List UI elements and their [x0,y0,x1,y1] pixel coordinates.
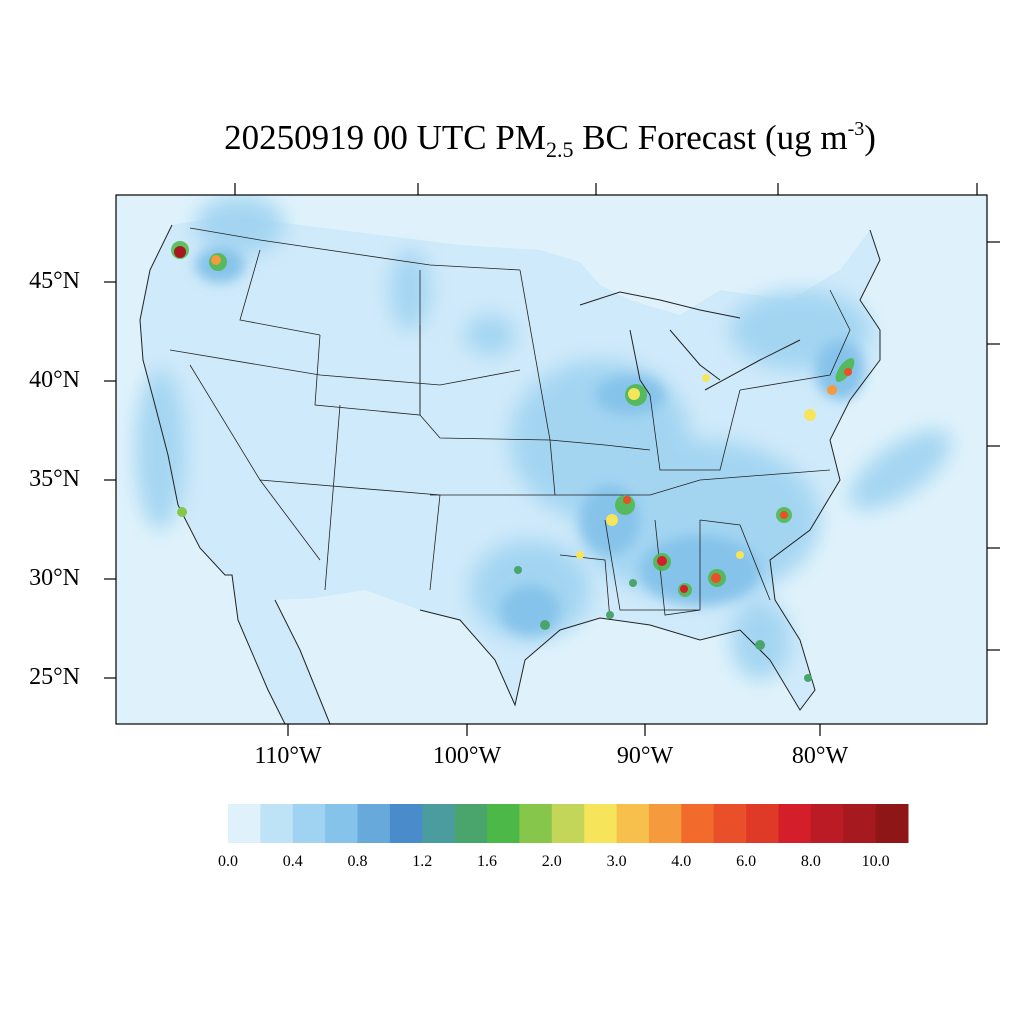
coastline [139,224,881,724]
colorbar-swatch [325,804,359,843]
hotspot-spokane [211,255,221,265]
border-southwest [259,479,441,591]
border-colorado-west [324,404,341,591]
title-superscript: -3 [847,118,865,140]
border-idaho [239,249,321,336]
colorbar [228,804,909,843]
colorbar-swatch [292,804,326,843]
hotspot-birmingham [657,556,667,566]
hotspot-atlanta [711,573,721,583]
colorbar-swatch [746,804,779,843]
hotspot-shreveport [576,551,584,559]
hotspot-charlotte [780,511,788,519]
colorbar-label: 1.2 [412,853,433,870]
plume-houston-area [500,585,560,635]
colorbar-swatch [228,804,261,843]
colorbar-swatch [713,804,747,843]
border-georgia [699,519,771,601]
border-mid-north [169,349,521,386]
colorbar-swatch [616,804,650,843]
hotspot-dallas [514,566,522,574]
title-subscript: 2.5 [545,137,574,162]
colorbar-swatch [389,804,423,843]
hotspot-memphis [623,496,631,504]
map-frame [115,194,988,725]
border-louisiana [559,554,611,621]
plume-south-dakota [465,315,515,355]
lon-label-90: 90°W [616,743,674,769]
colorbar-label: 8.0 [800,853,821,870]
colorbar-label: 2.0 [541,853,562,870]
colorbar-swatch [260,804,294,843]
colorbar-swatch [519,804,553,843]
border-gulf-states [604,519,700,611]
hotspot-tampa [755,640,765,650]
hotspot-miami [804,674,812,682]
colorbar-swatch [875,804,909,843]
hotspot-los-angeles [177,507,187,517]
colorbar-label: 0.4 [282,853,303,870]
title-main: 20250919 00 UTC PM [224,118,546,157]
hotspot-mobile [680,585,688,593]
colorbar-swatch [454,804,488,843]
border-south-mid [555,469,831,496]
colorbar-label: 0.0 [218,853,238,870]
lat-label-30: 30°N [29,565,80,591]
colorbar-swatch [357,804,391,843]
colorbar-label: 4.0 [671,853,692,870]
border-mississippi [519,269,651,451]
hotspot-new-york [844,368,852,376]
lon-label-100: 100°W [432,743,502,769]
hotspot-jackson [606,514,618,526]
border-northern [189,227,521,271]
colorbar-label: 6.0 [736,853,757,870]
hotspot-hattiesburg [629,579,637,587]
title-middle: BC Forecast (ug m [573,118,848,157]
diffuse-plumes [135,195,952,680]
colorbar-swatch [422,804,456,843]
colorbar-label: 10.0 [861,853,890,870]
colorbar-swatch [551,804,585,843]
border-plains [419,270,556,496]
hotspot-layer [171,241,855,682]
colorbar-swatch [648,804,682,843]
lat-label-25: 25°N [29,664,80,690]
hotspot-seattle [174,246,186,258]
colorbar-swatch [810,804,844,843]
colorbar-swatch [681,804,715,843]
colorbar-label: 0.8 [347,853,368,870]
great-lakes [579,291,801,396]
lat-label-40: 40°N [29,367,80,393]
hotspot-washington-dc [804,409,816,421]
colorbar-label: 3.0 [606,853,627,870]
hotspot-detroit [702,374,710,382]
hotspot-chicago [628,388,640,400]
colorbar-swatch [584,804,618,843]
colorbar-swatch [843,804,877,843]
map-title: 20250919 00 UTC PM2.5 BC Forecast (ug m-… [0,118,1024,163]
hotspot-philadelphia [827,385,837,395]
lat-label-45: 45°N [29,268,80,294]
colorbar-label: 1.6 [477,853,497,870]
colorbar-swatch [778,804,812,843]
border-ohio-valley [649,389,741,471]
lon-label-110: 110°W [254,743,322,769]
title-end: ) [864,118,876,157]
border-mid-atlantic [739,289,851,391]
lon-label-80: 80°W [791,743,849,769]
lat-label-35: 35°N [29,466,80,492]
plume-atlantic [848,429,952,511]
tick-marks [104,183,1000,736]
map-plot-area [116,195,987,724]
colorbar-swatch [487,804,520,843]
hotspot-houston [540,620,550,630]
plume-idaho [195,195,285,255]
plume-california [135,370,185,530]
hotspot-macon [736,551,744,559]
hotspot-new-orleans [606,611,614,619]
state-borders [169,227,851,621]
